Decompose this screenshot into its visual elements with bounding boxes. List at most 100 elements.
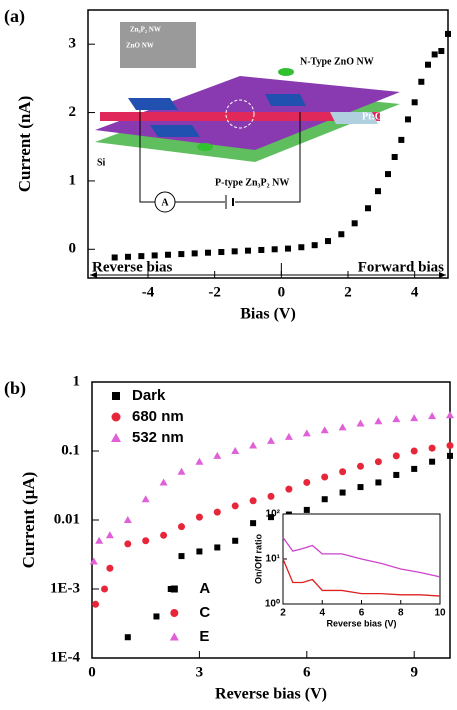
marker bbox=[249, 497, 257, 505]
x-tick-label: 2 bbox=[344, 284, 352, 300]
marker bbox=[125, 253, 131, 260]
annotation: A bbox=[199, 580, 210, 597]
marker bbox=[338, 231, 345, 238]
zn3p2-nanowire bbox=[197, 143, 213, 151]
marker bbox=[167, 586, 174, 592]
annotation-marker bbox=[169, 632, 179, 641]
series-line bbox=[282, 558, 441, 597]
marker bbox=[410, 414, 419, 422]
zno-nanowire bbox=[100, 112, 380, 121]
marker bbox=[302, 429, 311, 437]
marker bbox=[250, 520, 257, 527]
marker bbox=[391, 153, 398, 160]
panel-label: (b) bbox=[4, 378, 26, 399]
marker bbox=[339, 468, 347, 476]
x-tick-label: 4 bbox=[319, 608, 325, 619]
marker bbox=[231, 447, 240, 454]
marker bbox=[231, 502, 239, 510]
marker bbox=[385, 171, 391, 178]
x-axis-label: Reverse bias (V) bbox=[326, 618, 396, 628]
y-axis-label: On/Off ratio bbox=[253, 534, 263, 584]
marker bbox=[351, 220, 358, 227]
marker bbox=[311, 242, 318, 249]
y-tick-label: 0 bbox=[69, 241, 77, 257]
annotation: P-type Zn₃P₂ NW bbox=[215, 177, 289, 188]
marker bbox=[231, 248, 238, 255]
wire bbox=[139, 110, 155, 203]
marker bbox=[124, 540, 132, 548]
marker bbox=[447, 452, 453, 459]
marker bbox=[405, 116, 411, 123]
marker bbox=[285, 245, 291, 252]
marker bbox=[178, 523, 185, 531]
marker bbox=[374, 417, 383, 425]
marker bbox=[177, 467, 186, 475]
marker bbox=[425, 61, 431, 68]
annotation: SiO₂ bbox=[97, 146, 116, 157]
y-tick-label: 10¹ bbox=[266, 554, 281, 565]
marker bbox=[111, 254, 118, 261]
y-axis-label: Current (nA) bbox=[15, 96, 34, 192]
marker bbox=[338, 423, 347, 431]
marker bbox=[375, 479, 382, 486]
series-line bbox=[282, 537, 441, 578]
marker bbox=[375, 188, 381, 195]
marker bbox=[214, 544, 221, 551]
annotation-marker bbox=[170, 585, 178, 593]
marker bbox=[232, 537, 239, 544]
marker bbox=[271, 246, 278, 253]
marker bbox=[191, 250, 198, 257]
marker bbox=[178, 251, 185, 258]
marker bbox=[339, 489, 346, 496]
marker bbox=[392, 415, 401, 423]
y-tick-label: 2 bbox=[69, 104, 77, 120]
marker bbox=[374, 458, 382, 466]
annotation: C bbox=[199, 604, 210, 621]
y-tick-label: 10⁰ bbox=[265, 599, 280, 610]
marker bbox=[106, 564, 114, 572]
marker bbox=[303, 506, 310, 513]
legend-marker bbox=[111, 412, 121, 422]
marker bbox=[411, 99, 418, 106]
annotation: E bbox=[199, 628, 209, 645]
marker bbox=[357, 484, 364, 491]
marker bbox=[418, 78, 425, 85]
panel-label: (a) bbox=[4, 6, 25, 27]
pad bbox=[265, 94, 306, 106]
annotation: Forward bias bbox=[358, 259, 444, 275]
x-tick-label: 8 bbox=[398, 608, 404, 619]
zno-nanowire-end bbox=[278, 68, 294, 76]
marker bbox=[398, 136, 405, 143]
x-tick-label: 6 bbox=[303, 664, 311, 680]
marker bbox=[258, 246, 265, 253]
marker bbox=[321, 496, 328, 503]
y-axis-label: Current (μA) bbox=[19, 472, 38, 569]
marker bbox=[267, 492, 275, 500]
x-tick-label: 3 bbox=[196, 664, 204, 680]
wire bbox=[235, 112, 301, 203]
marker bbox=[393, 471, 400, 478]
x-tick-label: -2 bbox=[208, 284, 221, 300]
x-axis-label: Reverse bias (V) bbox=[215, 686, 327, 703]
marker bbox=[357, 462, 364, 470]
marker bbox=[245, 247, 251, 254]
arrow-head bbox=[439, 272, 446, 278]
y-tick-label: 10² bbox=[266, 509, 281, 520]
arrow-head bbox=[90, 272, 97, 278]
device-diagram bbox=[95, 22, 400, 213]
marker bbox=[159, 478, 168, 486]
y-tick-label: 1 bbox=[73, 373, 81, 389]
marker bbox=[205, 249, 211, 256]
annotation-marker bbox=[170, 609, 179, 617]
x-tick-label: -4 bbox=[142, 284, 155, 300]
y-tick-label: 1E-4 bbox=[50, 649, 81, 665]
marker bbox=[325, 238, 331, 245]
annotation: Reverse bias bbox=[92, 259, 173, 275]
marker bbox=[249, 441, 258, 449]
marker bbox=[123, 516, 132, 523]
annotation: Au bbox=[362, 146, 375, 157]
x-tick-label: 10 bbox=[434, 608, 446, 619]
marker bbox=[446, 411, 454, 419]
marker bbox=[429, 458, 436, 465]
